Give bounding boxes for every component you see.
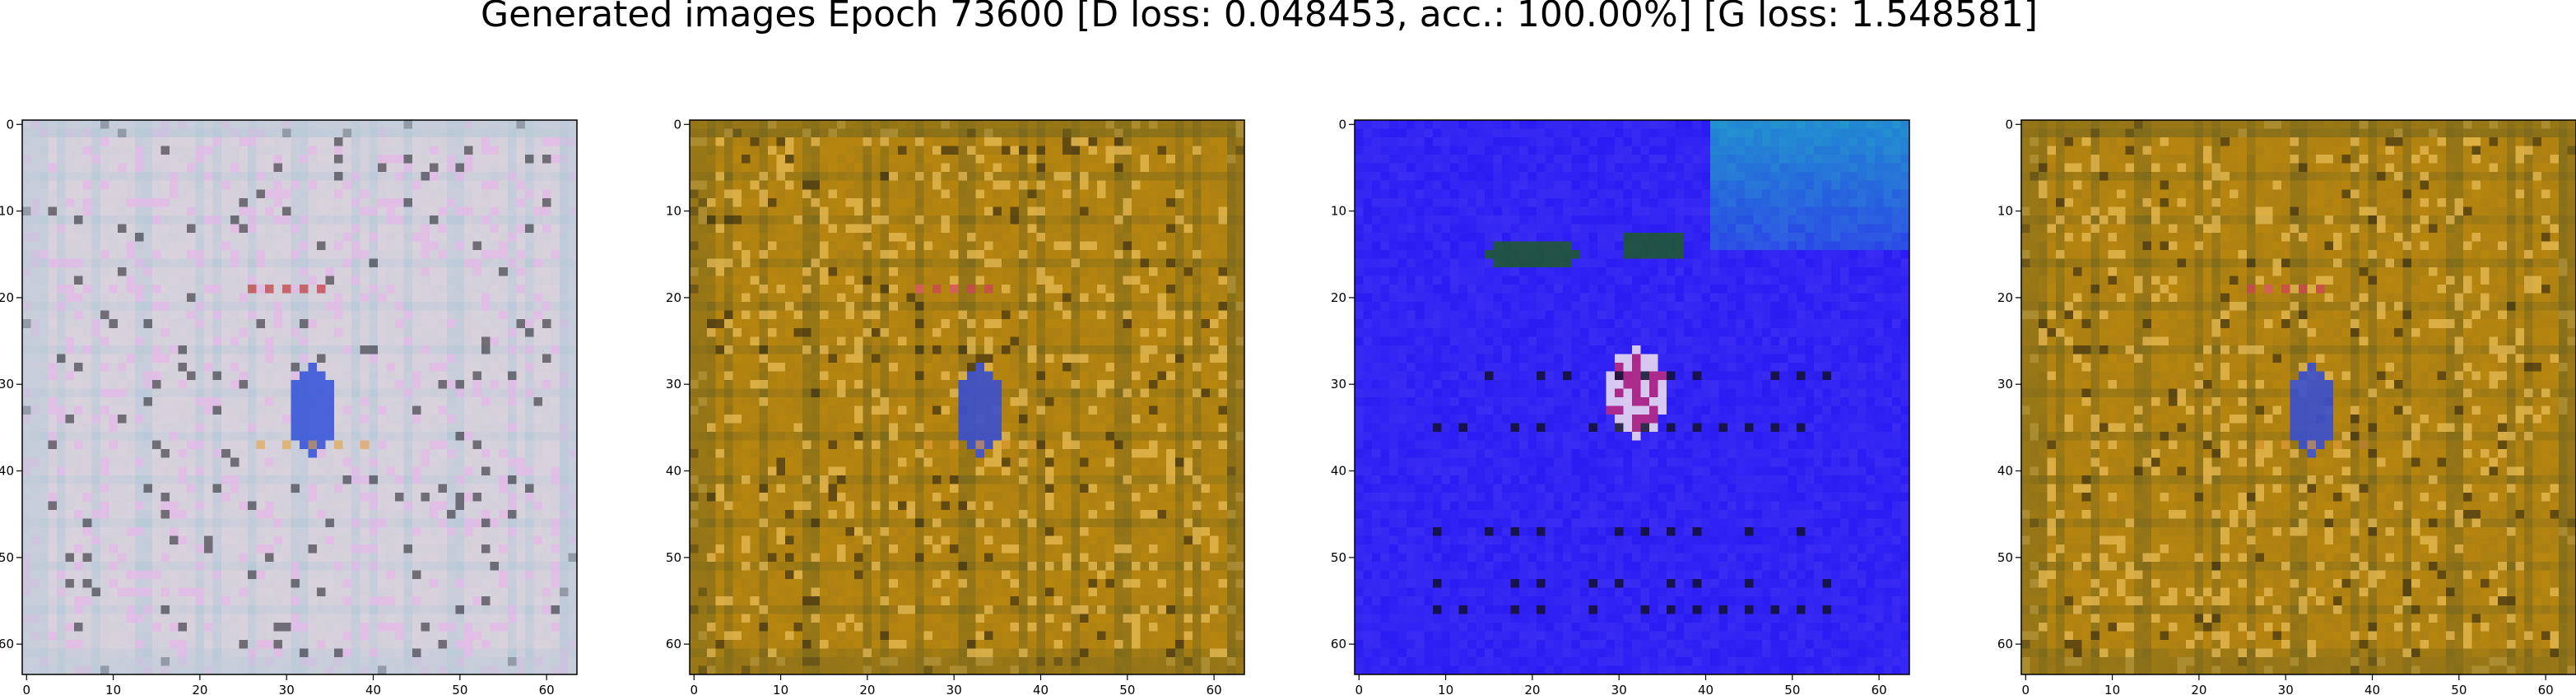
x-tick-label: 30 <box>1611 683 1627 695</box>
y-tick-label: 30 <box>0 377 14 392</box>
x-tick-label: 50 <box>452 683 467 695</box>
y-tick-label: 20 <box>666 290 681 305</box>
image-panel-4: 0 10 20 30 40 50 60 0 10 20 30 40 50 60 <box>1997 117 2576 695</box>
x-tick-label: 40 <box>1033 683 1049 695</box>
axes-frame <box>1354 119 1910 675</box>
y-tick-label: 50 <box>1997 550 2013 565</box>
x-tick-label: 60 <box>1207 683 1222 695</box>
x-tick-label: 20 <box>192 683 207 695</box>
x-tick-label: 10 <box>2104 683 2120 695</box>
y-tick-label: 0 <box>673 117 681 132</box>
image-panel-1: 0 10 20 30 40 50 60 0 10 20 30 40 50 60 <box>0 117 578 695</box>
y-tick-label: 20 <box>1331 290 1346 305</box>
y-tick-label: 60 <box>666 637 681 651</box>
y-tick-label: 40 <box>1331 464 1346 479</box>
y-tick-label: 0 <box>6 117 14 132</box>
y-tick-label: 40 <box>666 464 681 479</box>
x-tick-label: 60 <box>2538 683 2554 695</box>
y-tick-label: 20 <box>1997 290 2013 305</box>
x-tick-label: 20 <box>859 683 875 695</box>
x-tick-label: 10 <box>105 683 121 695</box>
x-tick-label: 20 <box>1524 683 1540 695</box>
x-tick-label: 10 <box>1438 683 1453 695</box>
x-tick-label: 60 <box>539 683 555 695</box>
x-tick-label: 40 <box>365 683 381 695</box>
x-tick-label: 20 <box>2191 683 2206 695</box>
generated-image-3 <box>1355 120 1909 674</box>
y-tick-label: 10 <box>1331 204 1346 219</box>
x-tick-label: 50 <box>1119 683 1135 695</box>
axes-frame <box>2020 119 2576 675</box>
y-tick-label: 0 <box>1338 117 1346 132</box>
y-tick-label: 30 <box>666 377 681 392</box>
y-tick-label: 0 <box>2005 117 2013 132</box>
figure-title: Generated images Epoch 73600 [D loss: 0.… <box>481 0 2038 35</box>
y-tick-label: 20 <box>0 290 14 305</box>
y-tick-label: 30 <box>1997 377 2013 392</box>
y-tick-label: 60 <box>0 637 14 651</box>
y-tick-label: 60 <box>1997 637 2013 651</box>
y-tick-label: 10 <box>666 204 681 219</box>
x-tick-label: 30 <box>279 683 295 695</box>
y-tick-label: 60 <box>1331 637 1346 651</box>
y-tick-label: 50 <box>0 550 14 565</box>
image-panel-2: 0 10 20 30 40 50 60 0 10 20 30 40 50 60 <box>666 117 1245 695</box>
generated-image-2 <box>690 120 1244 674</box>
x-tick-label: 60 <box>1872 683 1887 695</box>
y-tick-label: 10 <box>0 204 14 219</box>
x-tick-label: 50 <box>2451 683 2467 695</box>
axes-frame <box>689 119 1245 675</box>
x-tick-label: 40 <box>2364 683 2380 695</box>
x-tick-label: 40 <box>1698 683 1713 695</box>
x-tick-label: 30 <box>2278 683 2294 695</box>
generated-image-4 <box>2021 120 2576 674</box>
y-tick-label: 40 <box>1997 464 2013 479</box>
y-tick-label: 10 <box>1997 204 2013 219</box>
x-tick-label: 0 <box>690 683 698 695</box>
y-tick-label: 50 <box>666 550 681 565</box>
x-tick-label: 30 <box>946 683 962 695</box>
image-panel-3: 0 10 20 30 40 50 60 0 10 20 30 40 50 60 <box>1331 117 1910 695</box>
x-tick-label: 0 <box>22 683 30 695</box>
x-tick-label: 50 <box>1784 683 1800 695</box>
y-tick-label: 40 <box>0 464 14 479</box>
x-tick-label: 10 <box>773 683 788 695</box>
x-tick-label: 0 <box>2021 683 2030 695</box>
axes-frame <box>21 119 578 675</box>
y-tick-label: 50 <box>1331 550 1346 565</box>
x-tick-label: 0 <box>1355 683 1363 695</box>
generated-image-1 <box>22 120 577 674</box>
y-tick-label: 30 <box>1331 377 1346 392</box>
